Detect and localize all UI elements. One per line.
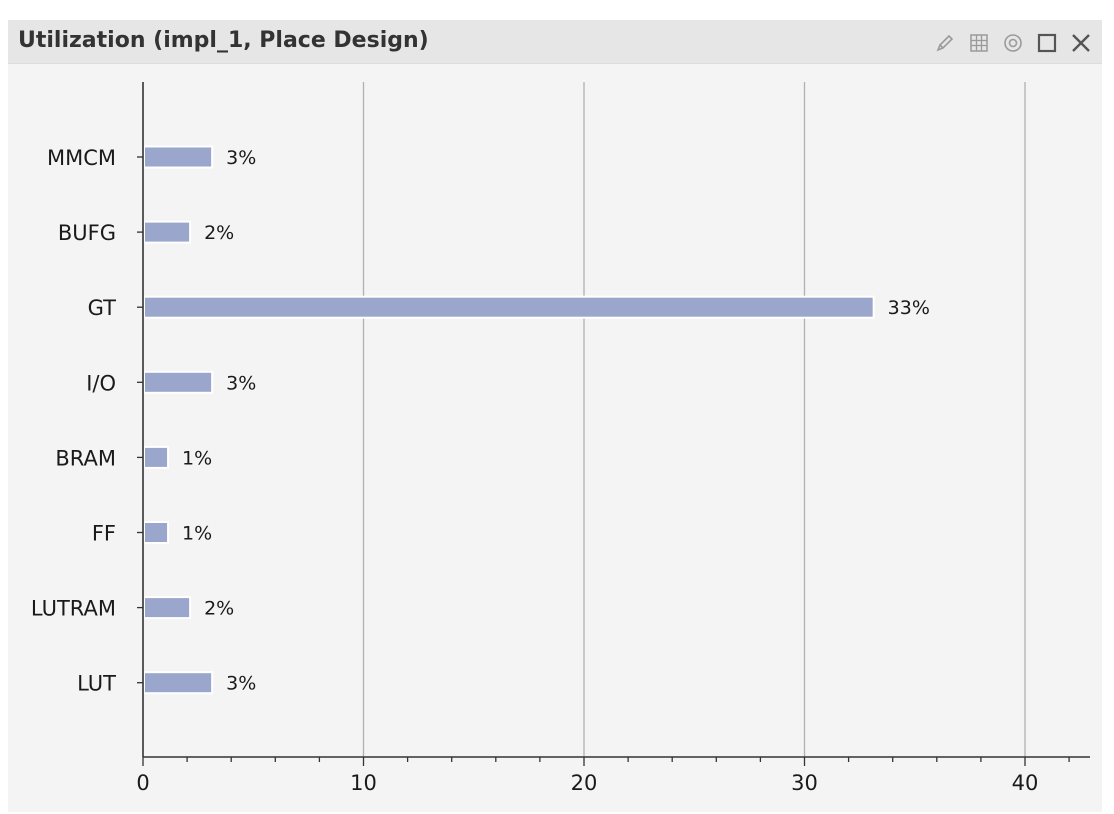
bar-ff	[145, 523, 168, 542]
category-label-bram: BRAM	[55, 446, 116, 470]
pencil-icon[interactable]	[932, 30, 958, 56]
value-label-lut: 3%	[226, 673, 256, 695]
category-label-gt: GT	[88, 296, 117, 320]
close-icon[interactable]	[1068, 30, 1094, 56]
bar-bufg	[145, 222, 190, 242]
value-label-mmcm: 3%	[226, 147, 256, 169]
bar-gt	[145, 297, 873, 317]
value-label-bram: 1%	[182, 447, 212, 469]
bar-lut	[145, 673, 212, 693]
value-label-gt: 33%	[888, 297, 930, 319]
bar-mmcm	[145, 147, 212, 167]
value-label-lutram: 2%	[204, 598, 234, 620]
bar-lutram	[145, 598, 190, 618]
category-label-lut: LUT	[77, 672, 116, 696]
maximize-icon[interactable]	[1034, 30, 1060, 56]
x-tick-label-0: 0	[136, 771, 149, 795]
value-label-i-o: 3%	[226, 372, 256, 394]
x-tick-label-10: 10	[350, 771, 377, 795]
category-label-bufg: BUFG	[58, 221, 116, 245]
panel-title: Utilization (impl_1, Place Design)	[18, 28, 429, 53]
bar-bram	[145, 447, 168, 467]
value-label-ff: 1%	[182, 523, 212, 545]
category-label-ff: FF	[92, 522, 116, 546]
value-label-bufg: 2%	[204, 222, 234, 244]
x-tick-label-20: 20	[571, 771, 598, 795]
category-label-mmcm: MMCM	[47, 146, 116, 170]
panel-title-bar: Utilization (impl_1, Place Design)	[8, 20, 1102, 64]
category-label-i-o: I/O	[86, 371, 116, 395]
x-tick-label-40: 40	[1012, 771, 1039, 795]
settings-circle-icon[interactable]	[1000, 30, 1026, 56]
x-tick-label-30: 30	[791, 771, 818, 795]
category-label-lutram: LUTRAM	[31, 597, 116, 621]
bar-i-o	[145, 372, 212, 392]
grid-icon[interactable]	[966, 30, 992, 56]
